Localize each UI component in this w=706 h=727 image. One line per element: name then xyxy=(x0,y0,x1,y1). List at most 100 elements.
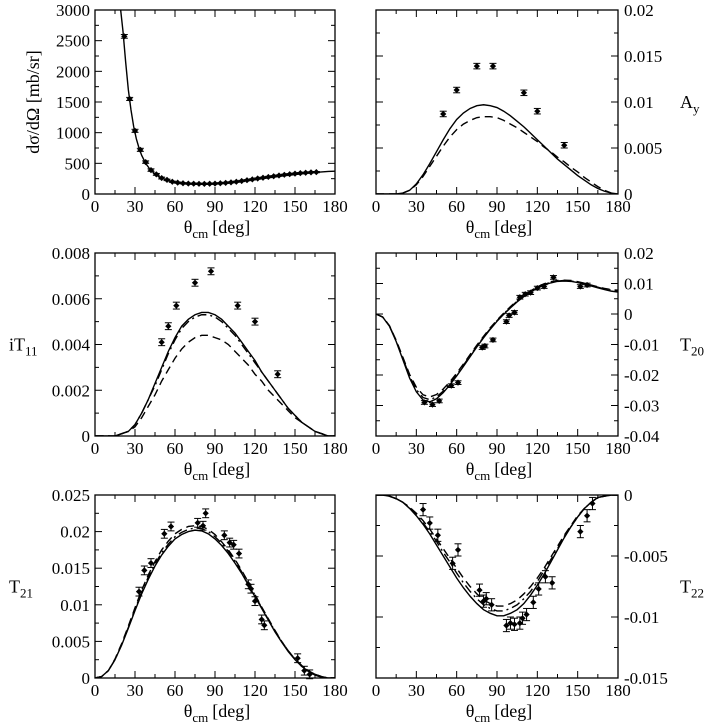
curve-dash-dot xyxy=(95,527,335,678)
y-tick-label: 0 xyxy=(624,486,633,505)
curves xyxy=(95,311,335,436)
data-point xyxy=(535,582,543,596)
marker xyxy=(301,667,308,674)
y-tick-label: -0.015 xyxy=(624,669,668,688)
curve-solid xyxy=(119,10,335,185)
marker xyxy=(449,560,456,567)
data-point xyxy=(172,301,180,310)
data-point xyxy=(274,370,282,379)
marker xyxy=(589,500,596,507)
data-point xyxy=(235,548,243,559)
marker xyxy=(126,95,133,103)
y-axis-label: T22 xyxy=(680,577,704,601)
x-axis-symbol: θ xyxy=(466,459,475,479)
x-tick-label: 120 xyxy=(242,681,268,700)
marker xyxy=(137,146,144,153)
x-axis-unit: [deg] xyxy=(494,459,532,479)
y-tick-label: 2000 xyxy=(56,62,90,81)
x-tick-label: 180 xyxy=(322,439,348,458)
marker xyxy=(131,127,139,134)
data-point xyxy=(420,399,428,406)
y-tick-label: 0.025 xyxy=(52,486,90,505)
data-point xyxy=(142,158,150,166)
data-point xyxy=(300,665,308,676)
x-axis-subscript: cm xyxy=(474,468,490,483)
marker xyxy=(419,506,427,513)
data-point xyxy=(473,62,481,70)
marker xyxy=(476,587,483,594)
marker xyxy=(448,382,455,389)
marker xyxy=(583,281,591,289)
data-point xyxy=(264,173,272,181)
panel-p3: 0 30 60 90 120 150 180 0 0.002 0.004 0.006 0.008 θcm… xyxy=(9,244,348,483)
data-point xyxy=(164,322,172,331)
x-tick-label: 60 xyxy=(448,197,465,216)
marker xyxy=(265,173,272,181)
y-tick-label: 0.01 xyxy=(624,93,654,112)
marker xyxy=(227,179,235,186)
data-point xyxy=(428,401,436,408)
marker xyxy=(179,180,187,187)
data-point xyxy=(194,517,202,528)
marker xyxy=(153,171,160,178)
y-axis-subscript: 20 xyxy=(691,344,704,359)
x-axis-symbol: θ xyxy=(184,217,193,237)
x-tick-label: 120 xyxy=(242,197,268,216)
panel-p6: 0 30 60 90 120 150 180-0.015 -0.01 -0.005 0 θcm [de… xyxy=(372,486,704,725)
data-point xyxy=(527,289,535,296)
panel-p1: 0 30 60 90 120 150 180 0 500 1000 1500 2000 2500 3000… xyxy=(23,1,348,241)
y-axis-symbol: T xyxy=(680,335,691,355)
marker xyxy=(542,573,549,580)
data-point xyxy=(449,556,457,570)
marker xyxy=(249,176,256,183)
marker xyxy=(191,279,199,286)
y-axis-label: dσ/dΩ [mb/sr] xyxy=(23,50,43,154)
marker xyxy=(243,177,251,184)
y-tick-label: -0.02 xyxy=(624,366,659,385)
x-tick-label: 0 xyxy=(372,681,381,700)
x-tick-label: 120 xyxy=(242,439,268,458)
marker xyxy=(169,178,176,185)
marker xyxy=(426,519,433,527)
curves xyxy=(376,495,618,617)
data-point xyxy=(548,576,556,590)
y-tick-label: 1000 xyxy=(56,124,90,143)
data-point xyxy=(576,525,584,539)
y-tick-label: 0.01 xyxy=(60,596,90,615)
data-point xyxy=(583,509,591,523)
data-point xyxy=(160,528,168,539)
marker xyxy=(535,585,542,593)
x-axis-label: θcm [deg] xyxy=(466,701,533,725)
data-point xyxy=(481,342,489,350)
marker xyxy=(235,550,243,557)
y-tick-label: 0.005 xyxy=(52,632,90,651)
curves xyxy=(376,279,618,403)
data-point xyxy=(533,107,541,115)
marker xyxy=(233,178,240,185)
data-point xyxy=(529,595,537,609)
marker xyxy=(141,567,148,574)
marker xyxy=(234,302,241,309)
marker xyxy=(577,283,584,290)
marker xyxy=(261,622,268,629)
data-point xyxy=(234,301,242,310)
x-tick-label: 180 xyxy=(322,681,348,700)
y-tick-label: 0.02 xyxy=(624,1,654,20)
x-axis-unit: [deg] xyxy=(494,217,532,237)
x-tick-label: 90 xyxy=(207,439,224,458)
data-point xyxy=(207,267,215,276)
data-point xyxy=(583,281,591,289)
data-point xyxy=(506,616,514,630)
y-tick-label: 0 xyxy=(624,305,633,324)
y-tick-label: 0.015 xyxy=(52,559,90,578)
x-axis-unit: [deg] xyxy=(212,217,250,237)
x-tick-label: 90 xyxy=(489,197,506,216)
marker xyxy=(522,291,529,298)
marker xyxy=(275,172,283,179)
data-point xyxy=(502,618,510,633)
marker xyxy=(167,523,175,530)
y-tick-label: -0.005 xyxy=(624,547,668,566)
plot-frame xyxy=(94,494,336,679)
marker xyxy=(194,519,201,526)
